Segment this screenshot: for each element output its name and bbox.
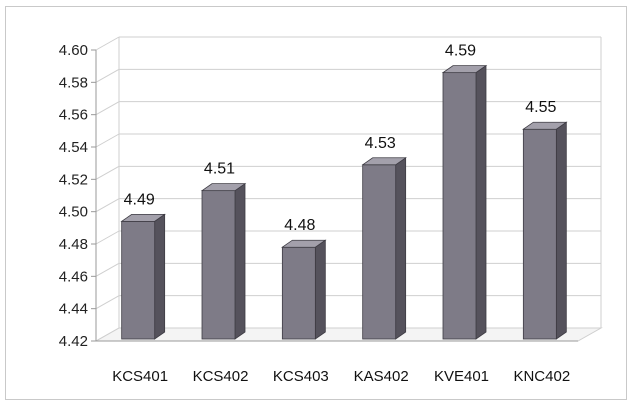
y-tick-label: 4.44: [59, 301, 88, 318]
bar-top: [522, 121, 568, 130]
gridline-depth: [95, 327, 120, 342]
bar-front: [281, 246, 316, 340]
bar-front: [201, 190, 236, 340]
gridline-depth: [95, 230, 120, 245]
y-tick-label: 4.42: [59, 333, 88, 350]
data-label: 4.48: [284, 217, 315, 234]
data-label: 4.49: [124, 191, 155, 208]
y-tick-label: 4.60: [59, 42, 88, 59]
bar-top: [120, 213, 166, 222]
bar: [441, 64, 488, 340]
bar-front: [442, 72, 477, 340]
bar-side: [234, 182, 246, 340]
bar: [120, 213, 166, 340]
gridline-depth: [95, 262, 120, 277]
bar-front: [121, 220, 156, 340]
data-label: 4.53: [365, 135, 396, 152]
x-tick-label: KNC402: [513, 368, 570, 385]
bar: [361, 157, 407, 340]
gridline-depth: [95, 101, 120, 116]
bar-top: [441, 65, 488, 74]
gridline-depth: [95, 36, 120, 51]
x-tick-label: KCS401: [112, 368, 168, 385]
y-tick-label: 4.56: [59, 107, 88, 124]
axis-layer: 4.42 4.44 4.46 4.48 4.50 4.52 4.54 4.56 4.58 4.60: [59, 42, 578, 350]
data-label: 4.55: [525, 99, 556, 116]
bar-top: [281, 239, 327, 248]
y-tick-label: 4.50: [59, 204, 88, 221]
bar: [281, 239, 327, 340]
bar-side: [475, 64, 487, 340]
x-tick-label: KAS402: [354, 368, 409, 385]
bar-front: [362, 164, 397, 340]
bar-side: [314, 239, 326, 340]
bar-side: [395, 157, 407, 340]
y-tick-label: 4.48: [59, 236, 88, 253]
bar-top: [361, 157, 407, 166]
x-tick-label: KCS402: [193, 368, 249, 385]
x-tick-label: KVE401: [434, 368, 489, 385]
bar-side: [154, 213, 166, 340]
gridline-depth: [95, 133, 120, 148]
y-tick-label: 4.58: [59, 74, 88, 91]
gridline-depth: [95, 165, 120, 180]
bar-front: [522, 128, 557, 340]
bar: [522, 121, 568, 340]
bar: [200, 182, 247, 340]
y-tick-label: 4.54: [59, 139, 88, 156]
bar-top: [200, 183, 247, 192]
data-label: 4.59: [445, 43, 476, 60]
x-tick-label: KCS403: [273, 368, 329, 385]
gridline-depth: [95, 295, 120, 310]
y-tick-label: 4.46: [59, 268, 88, 285]
labels-layer: 4.49 KCS401 4.51 KCS402 4.48 KCS403 4.53 KAS402…: [112, 43, 570, 385]
bar-side: [555, 121, 567, 340]
data-label: 4.51: [204, 161, 235, 178]
gridline-depth: [95, 68, 120, 83]
bars-layer: [120, 64, 568, 340]
gridline-depth: [95, 198, 120, 213]
y-tick-label: 4.52: [59, 171, 88, 188]
